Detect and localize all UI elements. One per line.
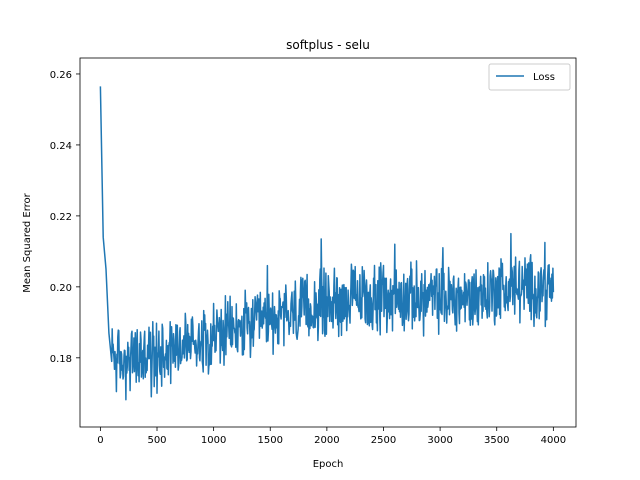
x-tick-label: 0: [97, 435, 103, 446]
x-axis-label: Epoch: [313, 459, 344, 470]
y-tick-label: 0.18: [50, 354, 72, 365]
series-line-loss: [99, 86, 555, 401]
y-tick-label: 0.20: [50, 283, 72, 294]
x-tick-label: 1000: [201, 435, 226, 446]
y-axis-label: Mean Squared Error: [22, 192, 33, 292]
x-tick-label: 3500: [484, 435, 509, 446]
x-tick-label: 4000: [541, 435, 566, 446]
x-tick-label: 500: [147, 435, 166, 446]
y-axis: 0.18 0.20 0.22 0.24 0.26: [50, 70, 80, 365]
plot-frame: [79, 57, 577, 428]
x-tick-label: 2500: [371, 435, 396, 446]
y-tick-label: 0.26: [50, 70, 72, 81]
x-axis: 0 500 1000 1500 2000 2500 3000 3500 4000: [97, 427, 566, 446]
x-tick-label: 3000: [427, 435, 452, 446]
plot-area: [79, 57, 577, 428]
x-tick-label: 2000: [314, 435, 339, 446]
legend: Loss: [488, 63, 571, 91]
x-tick-label: 1500: [258, 435, 283, 446]
legend-box: [488, 63, 571, 91]
legend-label-loss: Loss: [533, 72, 555, 83]
y-tick-label: 0.22: [50, 212, 72, 223]
chart-title: softplus - selu: [286, 38, 370, 52]
y-tick-label: 0.24: [50, 141, 72, 152]
